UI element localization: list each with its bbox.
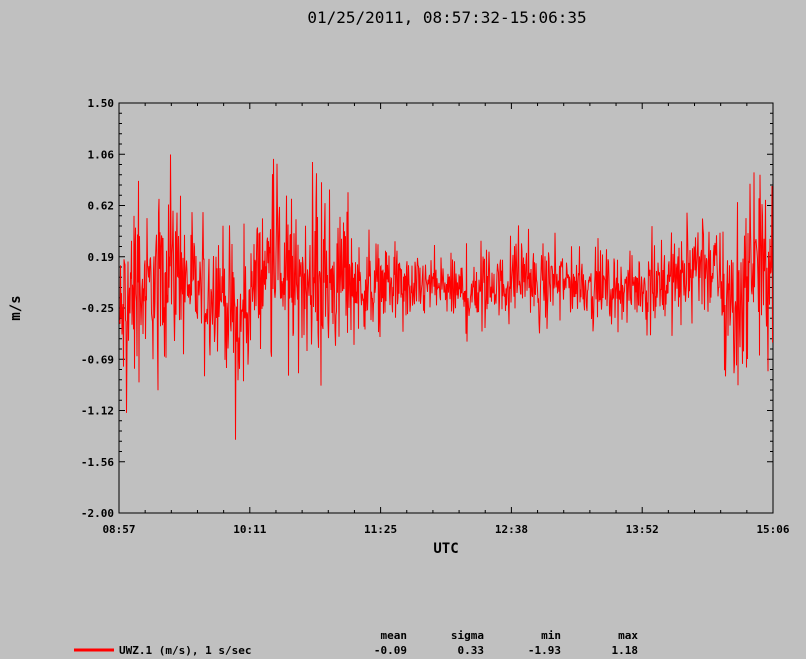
- y-tick-label: 1.06: [88, 148, 115, 161]
- y-tick-label: -1.12: [81, 405, 114, 418]
- x-tick-label: 10:11: [233, 523, 266, 536]
- y-tick-label: -0.69: [81, 353, 114, 366]
- y-tick-label: -1.56: [81, 456, 114, 469]
- y-tick-label: 0.19: [88, 251, 115, 264]
- y-tick-label: -2.00: [81, 507, 114, 520]
- stat-max-value: 1.18: [612, 644, 639, 657]
- legend-series-label: UWZ.1 (m/s), 1 s/sec: [119, 644, 251, 657]
- stat-mean-value: -0.09: [374, 644, 407, 657]
- x-tick-label: 11:25: [364, 523, 397, 536]
- stat-header-min: min: [541, 629, 561, 642]
- tick-layer: 1.50 1.06 0.62 0.19 -0.25 -0.69 -1.12 -1.56 -2.0…: [81, 97, 790, 536]
- y-tick-label: 0.62: [88, 200, 115, 213]
- stat-header-sigma: sigma: [451, 629, 484, 642]
- y-axis-label: m/s: [8, 295, 24, 320]
- x-tick-label: 15:06: [756, 523, 789, 536]
- stat-min-value: -1.93: [528, 644, 561, 657]
- x-tick-label: 12:38: [495, 523, 528, 536]
- stat-header-max: max: [618, 629, 638, 642]
- y-tick-label: -0.25: [81, 302, 114, 315]
- x-axis-label: UTC: [433, 541, 458, 557]
- stat-sigma-value: 0.33: [458, 644, 485, 657]
- stat-header-mean: mean: [381, 629, 408, 642]
- x-tick-label: 13:52: [626, 523, 659, 536]
- x-tick-label: 08:57: [102, 523, 135, 536]
- y-tick-label: 1.50: [88, 97, 115, 110]
- series-line-uwz1: [119, 154, 773, 440]
- series-layer: [119, 154, 773, 440]
- chart-title: 01/25/2011, 08:57:32-15:06:35: [307, 8, 586, 27]
